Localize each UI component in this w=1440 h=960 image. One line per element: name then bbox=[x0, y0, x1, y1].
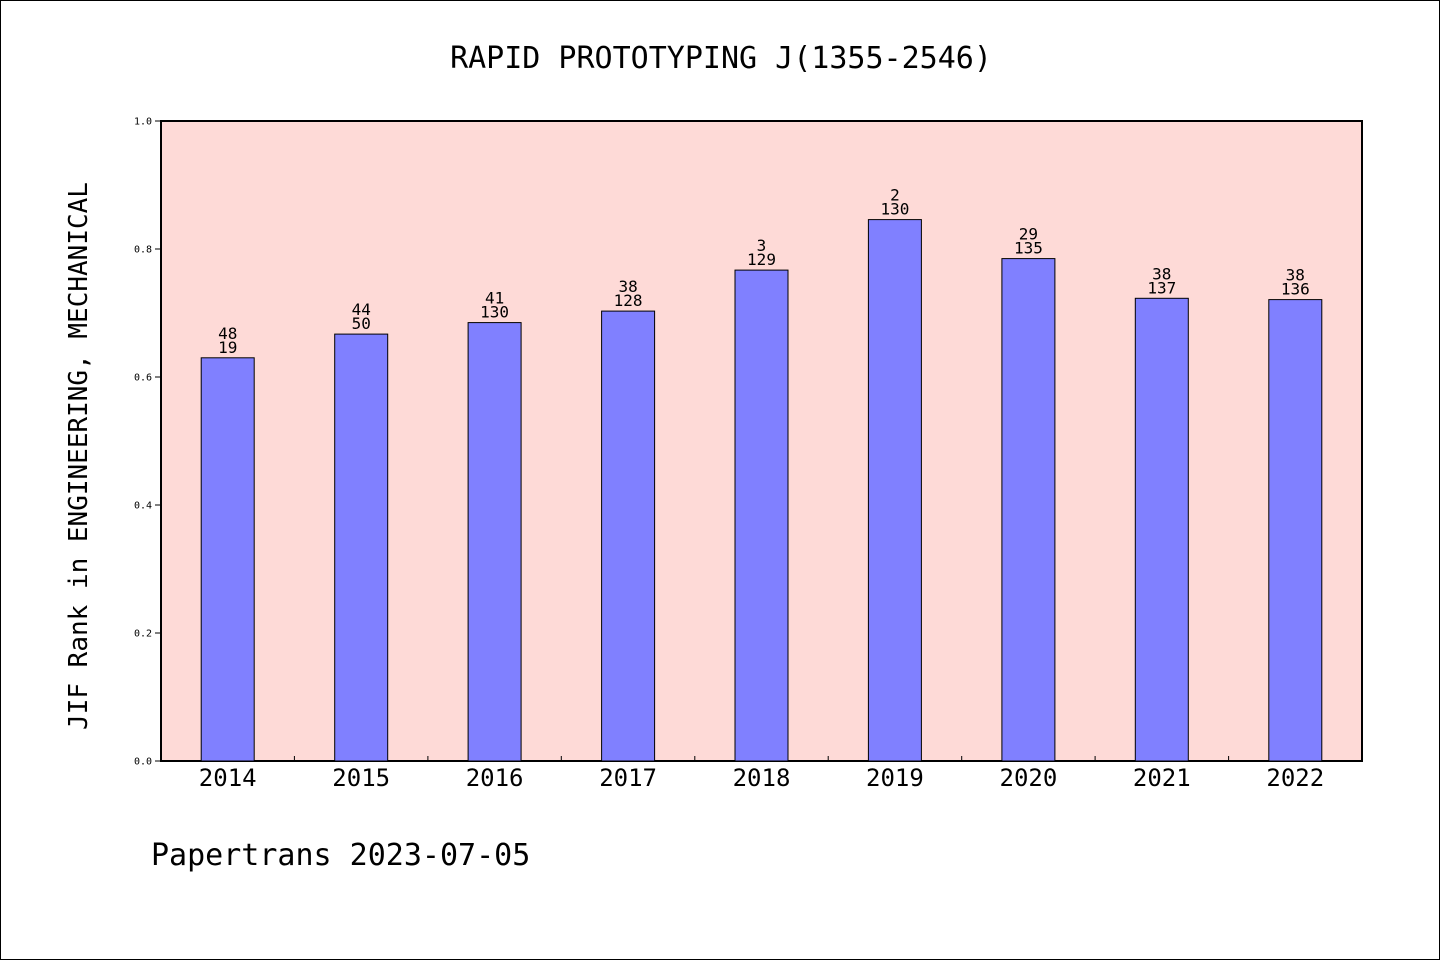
y-axis-label: JIF Rank in ENGINEERING, MECHANICAL bbox=[64, 182, 94, 730]
bar-label-top-2021: 38 bbox=[1152, 264, 1171, 283]
bar-label-bottom-2022: 136 bbox=[1281, 280, 1310, 299]
bar-2022 bbox=[1268, 299, 1323, 762]
bar-label-bottom-2020: 135 bbox=[1014, 239, 1043, 258]
x-tick-label-2022: 2022 bbox=[1266, 764, 1324, 792]
bar-2019 bbox=[867, 219, 922, 762]
bar-label-top-2017: 38 bbox=[618, 277, 637, 296]
bar-label-top-2020: 29 bbox=[1019, 225, 1038, 244]
x-tick-label-2016: 2016 bbox=[466, 764, 524, 792]
bar-label-top-2015: 44 bbox=[352, 300, 371, 319]
bar-label-top-2018: 3 bbox=[757, 236, 767, 255]
bar-2018 bbox=[734, 269, 789, 762]
y-tick-label-0.8: 0.8 bbox=[134, 245, 152, 256]
x-tick-label-2019: 2019 bbox=[866, 764, 924, 792]
bar-label-bottom-2016: 130 bbox=[480, 303, 509, 322]
bar-label-bottom-2014: 19 bbox=[218, 338, 237, 357]
bar-label-top-2022: 38 bbox=[1286, 266, 1305, 285]
bar-label-bottom-2021: 137 bbox=[1147, 278, 1176, 297]
bar-2020 bbox=[1001, 258, 1056, 762]
y-tick-label-1.0: 1.0 bbox=[134, 117, 152, 128]
bar-label-bottom-2019: 130 bbox=[880, 200, 909, 219]
bar-2014 bbox=[200, 357, 255, 762]
bar-label-bottom-2015: 50 bbox=[352, 314, 371, 333]
x-tick-label-2021: 2021 bbox=[1133, 764, 1191, 792]
bar-label-bottom-2018: 129 bbox=[747, 250, 776, 269]
footer-text: Papertrans 2023-07-05 bbox=[151, 838, 530, 873]
bars-layer: 4819445041130381283129213029135381373813… bbox=[200, 186, 1323, 762]
bar-2016 bbox=[467, 322, 522, 762]
y-tick-label-0.2: 0.2 bbox=[134, 629, 152, 640]
bar-label-bottom-2017: 128 bbox=[614, 291, 643, 310]
bar-label-top-2014: 48 bbox=[218, 324, 237, 343]
y-tick-label-0.4: 0.4 bbox=[134, 501, 152, 512]
bar-label-top-2019: 2 bbox=[890, 186, 900, 205]
chart-title: RAPID PROTOTYPING J(1355-2546) bbox=[450, 41, 992, 76]
x-tick-label-2020: 2020 bbox=[1000, 764, 1058, 792]
y-tick-label-0.0: 0.0 bbox=[134, 757, 152, 768]
x-tick-label-2014: 2014 bbox=[199, 764, 257, 792]
bar-2017 bbox=[601, 310, 656, 762]
x-tick-label-2017: 2017 bbox=[599, 764, 657, 792]
ticks-layer: 2014 2015 2016 2017 2018 2019 2020 2021 2022 0.0 0… bbox=[134, 117, 1324, 793]
y-tick-label-0.6: 0.6 bbox=[134, 373, 152, 384]
x-tick-label-2018: 2018 bbox=[733, 764, 791, 792]
x-tick-label-2015: 2015 bbox=[332, 764, 390, 792]
bar-2021 bbox=[1134, 297, 1189, 762]
bar-label-top-2016: 41 bbox=[485, 289, 504, 308]
bar-2015 bbox=[334, 333, 389, 762]
